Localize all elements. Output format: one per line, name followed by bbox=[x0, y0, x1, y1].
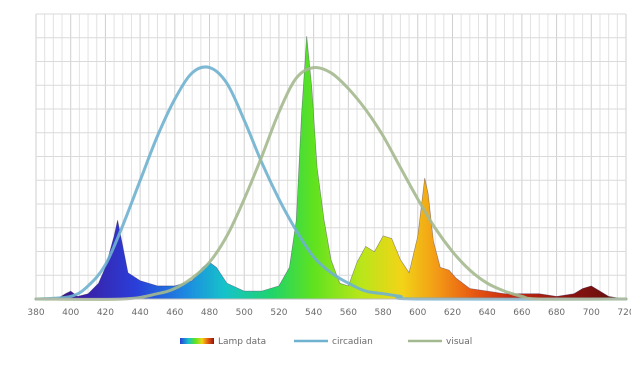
x-tick-label: 380 bbox=[27, 308, 44, 318]
x-tick-label: 660 bbox=[513, 308, 530, 318]
legend-label-Lamp-data: Lamp data bbox=[218, 337, 266, 347]
legend-label-circadian: circadian bbox=[332, 337, 373, 347]
x-tick-label: 580 bbox=[374, 308, 391, 318]
x-axis: 380 400 420 440 460 480 500 520 540 560 580 600 620 6… bbox=[27, 298, 631, 318]
x-tick-label: 520 bbox=[270, 308, 287, 318]
series-line-visual bbox=[34, 65, 628, 301]
series-line-circadian bbox=[34, 65, 628, 301]
legend-label-visual: visual bbox=[446, 337, 472, 347]
x-tick-label: 400 bbox=[62, 308, 79, 318]
x-tick-label: 700 bbox=[583, 308, 600, 318]
x-tick-label: 420 bbox=[97, 308, 114, 318]
x-tick-label: 720 bbox=[617, 308, 631, 318]
x-tick-label: 440 bbox=[132, 308, 149, 318]
x-tick-label: 620 bbox=[444, 308, 461, 318]
x-tick-label: 500 bbox=[236, 308, 253, 318]
x-tick-label: 640 bbox=[479, 308, 496, 318]
x-tick-label: 600 bbox=[409, 308, 426, 318]
x-tick-label: 460 bbox=[166, 308, 183, 318]
x-tick-label: 480 bbox=[201, 308, 218, 318]
x-tick-label: 680 bbox=[548, 308, 565, 318]
x-tick-label: 540 bbox=[305, 308, 322, 318]
curve-lines bbox=[34, 65, 628, 301]
legend: Lamp data circadian visual bbox=[180, 337, 472, 347]
legend-swatch-lamp-data bbox=[180, 338, 214, 344]
x-tick-label: 560 bbox=[340, 308, 357, 318]
